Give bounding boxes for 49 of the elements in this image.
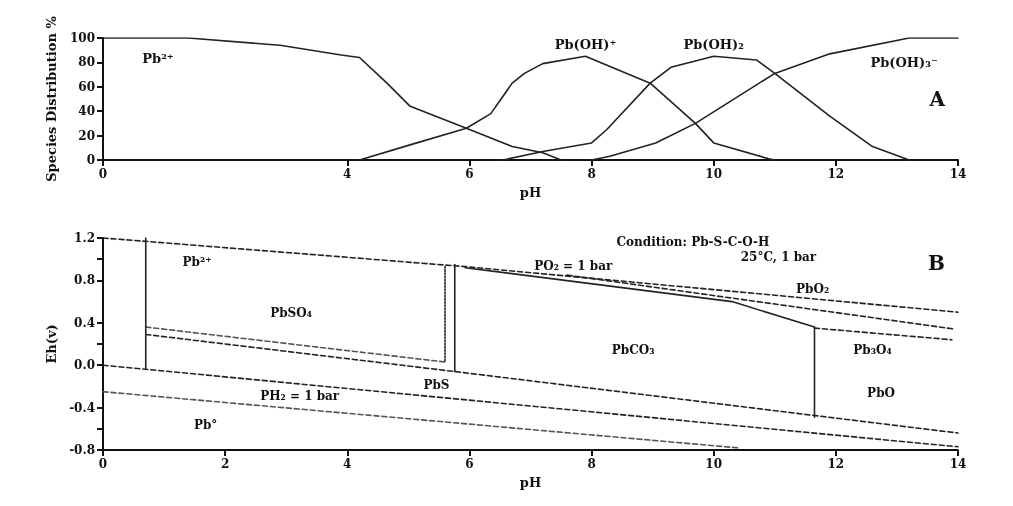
- series-label: Pb(OH)⁺: [554, 36, 617, 52]
- series-label: Pb(OH)₃⁻: [870, 54, 938, 70]
- x-axis-title: pH: [519, 185, 542, 200]
- series-label: Pb(OH)₂: [683, 36, 744, 52]
- series-label: Pb²⁺: [142, 50, 174, 66]
- x-tick-label: 0: [98, 457, 108, 471]
- y-tick-label: 0.8: [74, 273, 95, 288]
- x-tick-label: 12: [827, 167, 845, 181]
- y-tick-label: 0.0: [74, 358, 95, 373]
- y-tick-label: 20: [78, 128, 95, 143]
- x-tick-label: 14: [949, 167, 967, 181]
- annotation: Pb°: [193, 417, 218, 432]
- annotation: Pb₃O₄: [853, 343, 892, 358]
- annotation: PbSO₄: [270, 306, 312, 321]
- y-tick-label: 0: [86, 153, 95, 167]
- x-tick-label: 12: [827, 457, 845, 471]
- y-tick-label: 40: [78, 104, 95, 119]
- y-tick-label: 1.2: [74, 231, 95, 245]
- x-tick-label: 4: [343, 167, 352, 181]
- x-tick-label: 4: [343, 457, 352, 471]
- annotation: PO₂ = 1 bar: [534, 258, 613, 273]
- x-tick-label: 6: [465, 457, 474, 471]
- x-tick-label: 8: [587, 167, 596, 181]
- annotation: Condition: Pb-S-C-O-H: [616, 235, 770, 250]
- annotation: Pb²⁺: [182, 255, 212, 270]
- x-tick-label: 0: [98, 167, 108, 181]
- x-axis-title: pH: [519, 475, 542, 490]
- x-tick-label: 6: [465, 167, 474, 181]
- annotation: PH₂ = 1 bar: [260, 388, 340, 403]
- text: B: [928, 251, 945, 275]
- y-axis-title: Species Distribution %: [44, 15, 59, 182]
- x-tick-label: 2: [220, 457, 230, 471]
- y-tick-label: 80: [78, 55, 95, 70]
- x-tick-label: 10: [705, 167, 723, 181]
- annotation: PbO: [867, 385, 895, 400]
- y-tick-label: 60: [78, 79, 95, 94]
- x-tick-label: 10: [705, 457, 723, 471]
- x-tick-label: 8: [587, 457, 596, 471]
- y-tick-label: -0.8: [69, 443, 95, 457]
- annotation: PbCO₃: [611, 343, 655, 358]
- y-axis-title: Eh(v): [44, 324, 59, 364]
- y-tick-label: 100: [69, 31, 95, 45]
- x-tick-label: 14: [949, 457, 967, 471]
- annotation: PbO₂: [796, 281, 830, 296]
- y-tick-label: 0.4: [74, 315, 95, 330]
- text: A: [928, 87, 946, 111]
- annotation: 25°C, 1 bar: [740, 250, 817, 265]
- annotation: PbS: [423, 378, 450, 393]
- y-tick-label: -0.4: [69, 400, 95, 415]
